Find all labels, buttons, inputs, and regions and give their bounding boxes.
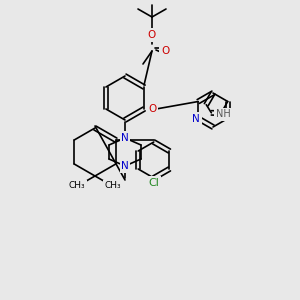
Text: CH₃: CH₃ bbox=[105, 182, 121, 190]
Text: N: N bbox=[121, 133, 129, 143]
Text: NH: NH bbox=[216, 109, 230, 119]
Text: O: O bbox=[161, 46, 169, 56]
Text: N: N bbox=[192, 113, 200, 124]
Text: Cl: Cl bbox=[148, 178, 159, 188]
Text: O: O bbox=[148, 104, 156, 114]
Text: CH₃: CH₃ bbox=[69, 182, 85, 190]
Text: O: O bbox=[148, 30, 156, 40]
Text: N: N bbox=[121, 161, 129, 171]
